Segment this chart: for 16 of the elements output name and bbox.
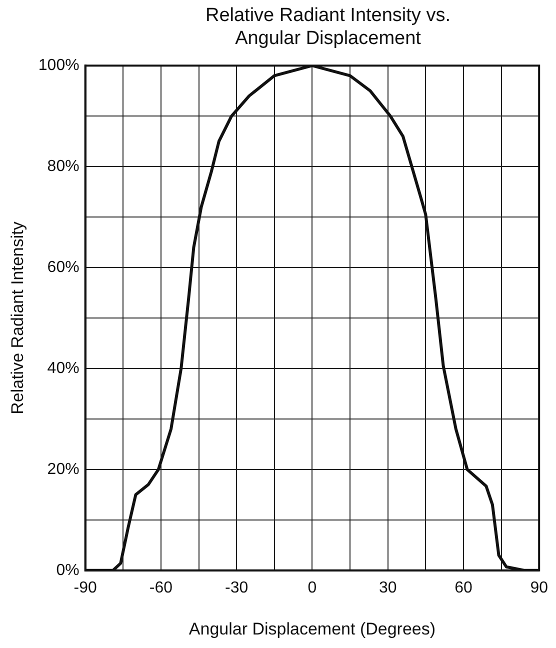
- x-axis-title: Angular Displacement (Degrees): [188, 619, 436, 638]
- chart-title: Relative Radiant Intensity vs. Angular Displacement: [204, 4, 452, 50]
- y-axis-title: Relative Radiant Intensity: [8, 221, 27, 414]
- x-tick-label: -60: [149, 579, 173, 596]
- x-tick-label: 90: [530, 579, 548, 596]
- x-tick-label: 30: [378, 579, 397, 596]
- x-tick-label: 60: [454, 579, 472, 596]
- y-tick-label: 80%: [47, 158, 80, 175]
- x-tick-label: -30: [225, 579, 248, 596]
- y-tick-label: 20%: [47, 460, 80, 478]
- y-tick-label: 40%: [47, 360, 80, 377]
- y-tick-label: 100%: [38, 57, 80, 74]
- x-tick-label: 0: [308, 579, 317, 596]
- y-tick-label: 0%: [56, 562, 80, 579]
- x-tick-label: -90: [74, 579, 97, 596]
- y-tick-label: 60%: [47, 258, 80, 276]
